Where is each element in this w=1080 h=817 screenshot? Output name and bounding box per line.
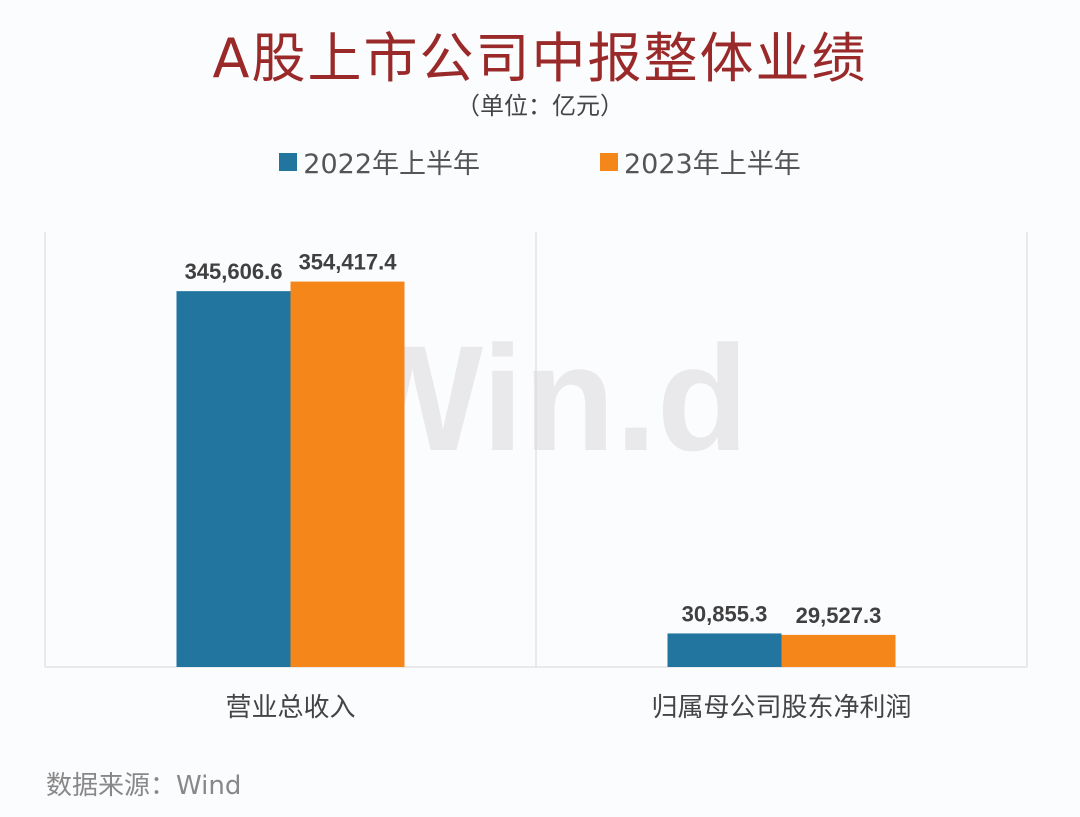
data-label: 30,855.3: [682, 601, 768, 626]
watermark: Win.d: [342, 314, 749, 482]
data-label: 29,527.3: [796, 603, 882, 628]
category-label: 归属母公司股东净利润: [651, 693, 911, 723]
legend-label-2023: 2023年上半年: [624, 149, 801, 180]
bar-2023-1: [781, 634, 896, 667]
legend-item-2022: 2022年上半年: [279, 142, 480, 181]
chart-title: A股上市公司中报整体业绩: [212, 27, 868, 90]
data-label: 354,417.4: [299, 250, 398, 275]
bar-2022-0: [176, 291, 291, 667]
data-label: 345,606.6: [185, 259, 283, 284]
data-source: 数据来源：Wind: [46, 771, 242, 801]
legend-item-2023: 2023年上半年: [600, 142, 801, 181]
legend-swatch-2022: [279, 152, 298, 171]
bar-2022-1: [667, 633, 782, 667]
legend-swatch-2023: [600, 152, 618, 171]
category-label: 营业总收入: [225, 693, 355, 723]
bar-2023-0: [290, 281, 405, 667]
legend-label-2022: 2022年上半年: [303, 149, 480, 180]
legend: 2022年上半年 2023年上半年: [0, 142, 1080, 181]
chart-subtitle: （单位：亿元）: [456, 92, 624, 120]
